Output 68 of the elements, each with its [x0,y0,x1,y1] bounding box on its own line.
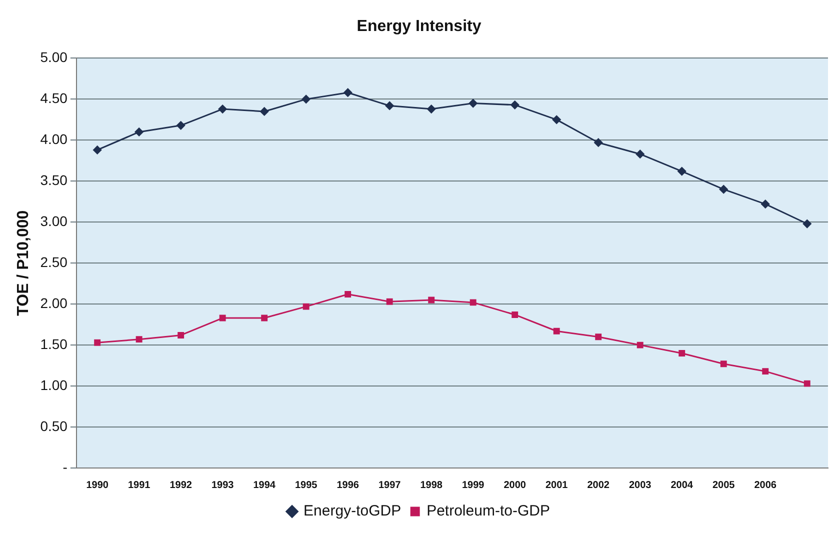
point [552,115,561,124]
x-tick-label: 2000 [504,480,526,491]
y-tick-label: 3.00 [40,212,68,229]
point [594,138,603,147]
y-tick-label: 1.00 [40,376,68,393]
point [762,368,769,375]
point [468,99,478,108]
point [720,360,727,368]
legend-label: Energy-toGDP [304,502,402,520]
point [678,350,686,356]
point [93,146,102,154]
x-tick-label: 1995 [294,480,318,491]
x-tick-label: 1994 [253,480,276,491]
x-tick-label: 2001 [545,480,568,491]
point [218,104,227,114]
point [510,100,520,110]
legend-label: Petroleum-to-GDP [426,502,550,520]
point [761,200,770,208]
point [260,107,269,116]
point [804,380,810,387]
y-axis-title: TOE / P10,000 [15,210,32,316]
point [802,220,812,228]
x-tick-label: 1992 [170,480,192,491]
point [427,104,436,114]
y-tick-label: - [62,458,68,475]
point [470,299,476,306]
x-tick-label: 2004 [670,480,694,491]
point [344,88,352,97]
x-tick-label: 2003 [628,480,652,491]
x-tick-label: 1993 [211,480,234,491]
y-tick-label: 4.50 [40,90,68,106]
point [219,314,226,322]
point [386,298,393,305]
point [719,185,728,194]
y-tick-label: 5.00 [40,49,68,66]
point [178,332,184,338]
chart-title: Energy Intensity [356,18,482,36]
x-tick-label: 1998 [420,480,443,491]
point [302,303,310,310]
point [176,121,186,130]
x-tick-label: 1990 [86,480,109,491]
y-tick-label: 1.50 [40,336,68,352]
y-tick-label: 2.00 [40,294,68,311]
point [344,291,352,298]
y-tick-label: 4.00 [40,131,68,148]
point [595,334,602,340]
x-tick-label: 1991 [128,480,151,491]
x-tick-label: 1997 [378,480,402,491]
x-tick-label: 2006 [754,480,777,491]
y-tick-label: 0.50 [40,418,68,434]
x-tick-label: 2002 [587,480,610,491]
point [428,296,435,304]
y-tick-label: 2.50 [40,254,68,270]
point [302,94,310,104]
point [134,128,144,136]
point [261,314,268,322]
point [94,339,101,346]
point [636,342,644,348]
point [553,328,560,334]
point [678,167,686,176]
x-tick-label: 1999 [462,480,485,491]
point [136,336,142,343]
point [385,101,394,110]
y-tick-label: 3.50 [40,172,68,188]
point [636,150,644,158]
x-tick-label: 1996 [336,480,360,491]
point [512,312,518,318]
x-tick-label: 2005 [712,480,736,491]
